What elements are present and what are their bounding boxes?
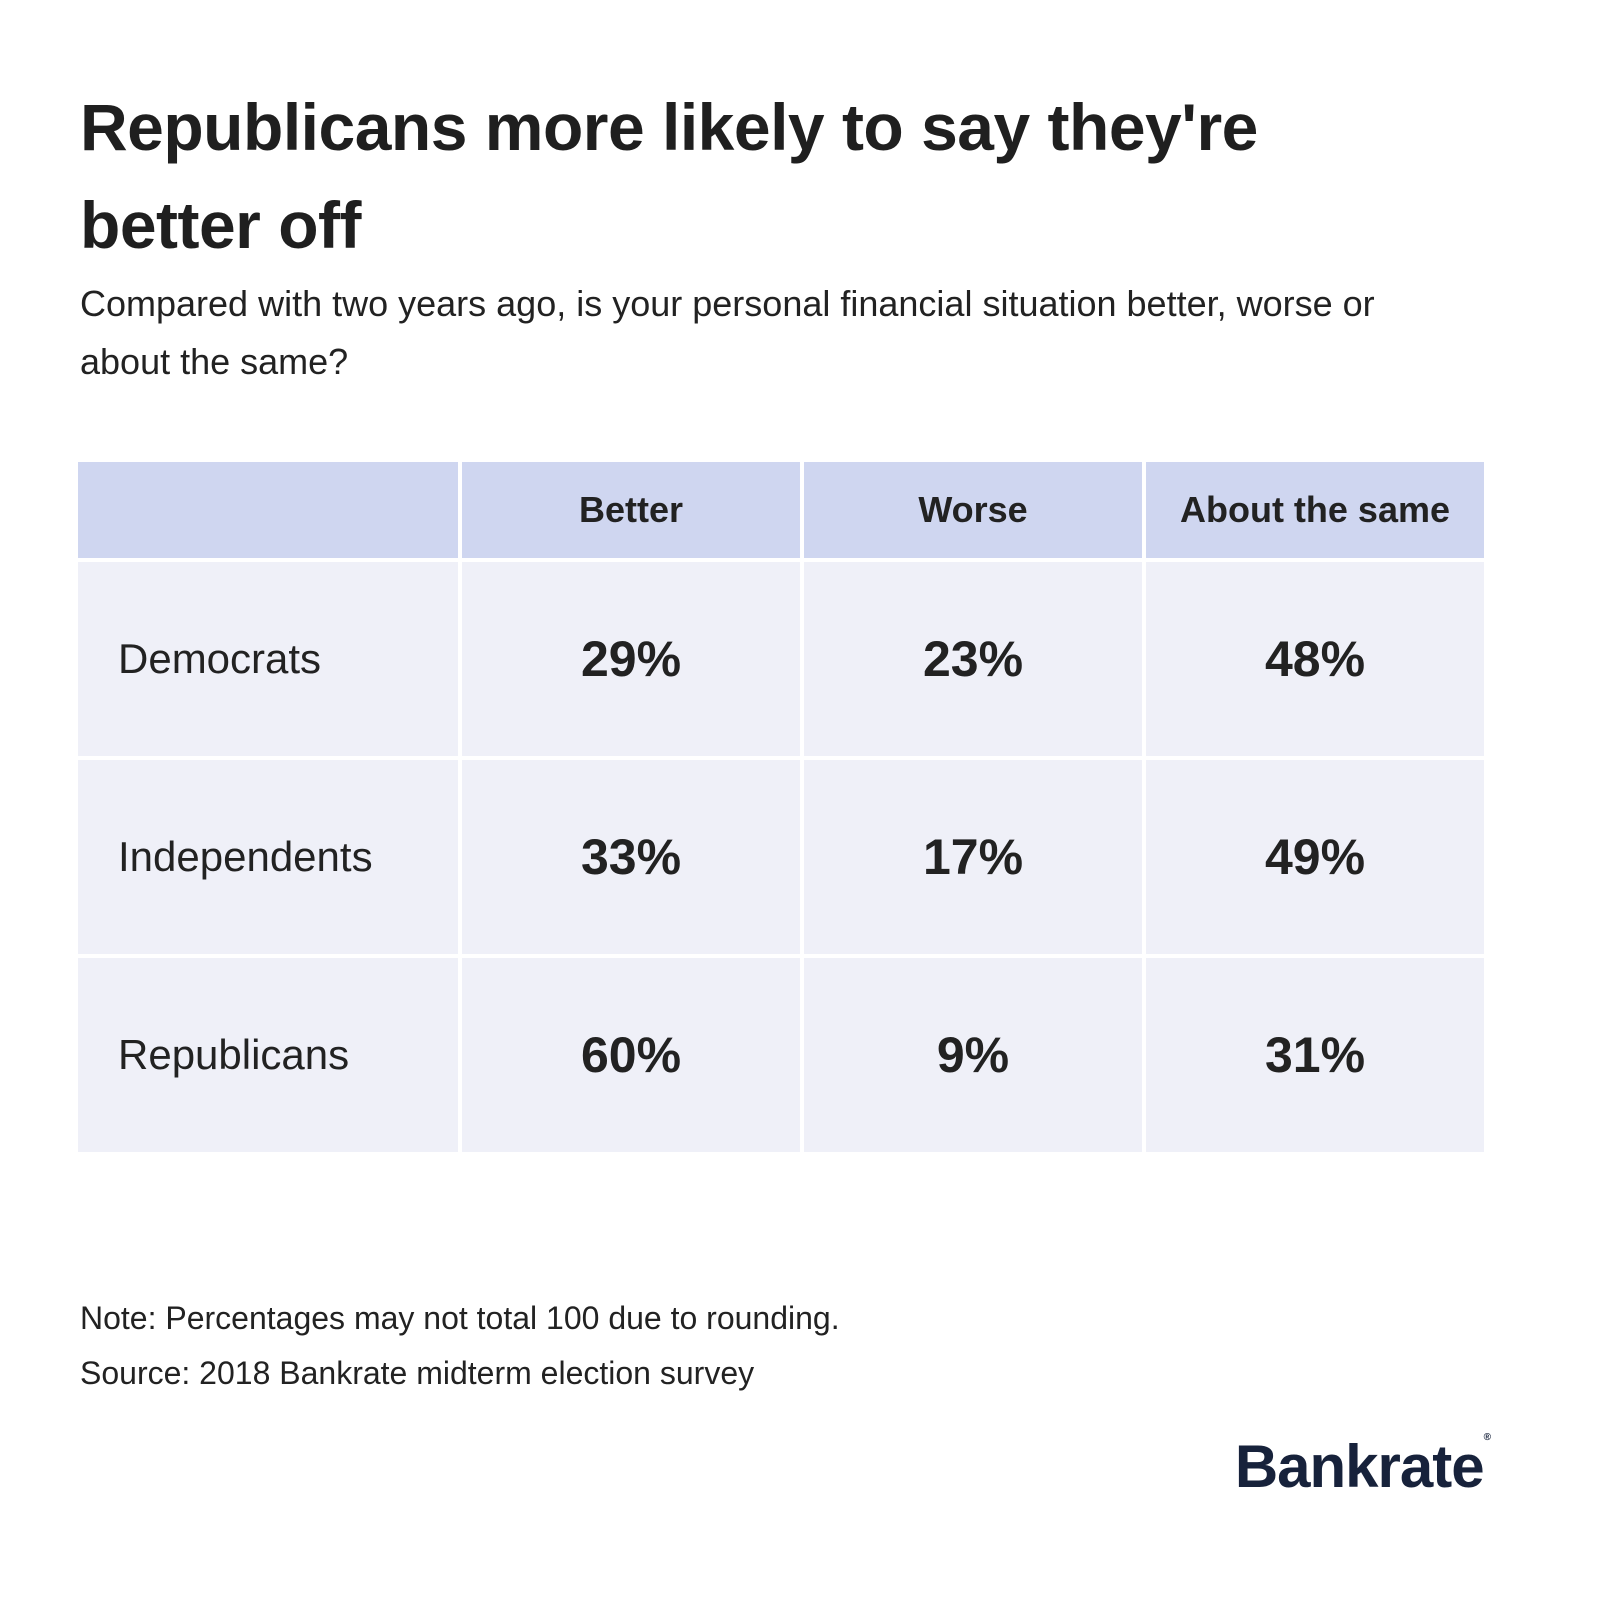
header-cell-better: Better <box>462 462 800 558</box>
row-label: Independents <box>78 760 458 954</box>
table-row: Independents 33% 17% 49% <box>78 760 1484 954</box>
bankrate-logo: Bankrate® <box>1234 1432 1491 1500</box>
table-row: Democrats 29% 23% 48% <box>78 562 1484 756</box>
row-label: Republicans <box>78 958 458 1152</box>
value-cell: 60% <box>462 958 800 1152</box>
table-row: Republicans 60% 9% 31% <box>78 958 1484 1152</box>
value-cell: 23% <box>804 562 1142 756</box>
chart-title: Republicans more likely to say they're b… <box>80 90 1258 262</box>
value-cell: 48% <box>1146 562 1484 756</box>
value-cell: 17% <box>804 760 1142 954</box>
header-cell-same: About the same <box>1146 462 1484 558</box>
results-table: Better Worse About the same Democrats 29… <box>74 458 1488 1156</box>
value-cell: 49% <box>1146 760 1484 954</box>
header-cell-empty <box>78 462 458 558</box>
value-cell: 31% <box>1146 958 1484 1152</box>
header-cell-worse: Worse <box>804 462 1142 558</box>
value-cell: 29% <box>462 562 800 756</box>
value-cell: 9% <box>804 958 1142 1152</box>
value-cell: 33% <box>462 760 800 954</box>
header-row: Better Worse About the same <box>78 462 1484 558</box>
row-label: Democrats <box>78 562 458 756</box>
source-text: Source: 2018 Bankrate midterm election s… <box>80 1355 755 1391</box>
note-text: Note: Percentages may not total 100 due … <box>80 1300 840 1336</box>
logo-text: Bankrate <box>1234 1433 1485 1500</box>
chart-subtitle: Compared with two years ago, is your per… <box>80 283 1375 382</box>
